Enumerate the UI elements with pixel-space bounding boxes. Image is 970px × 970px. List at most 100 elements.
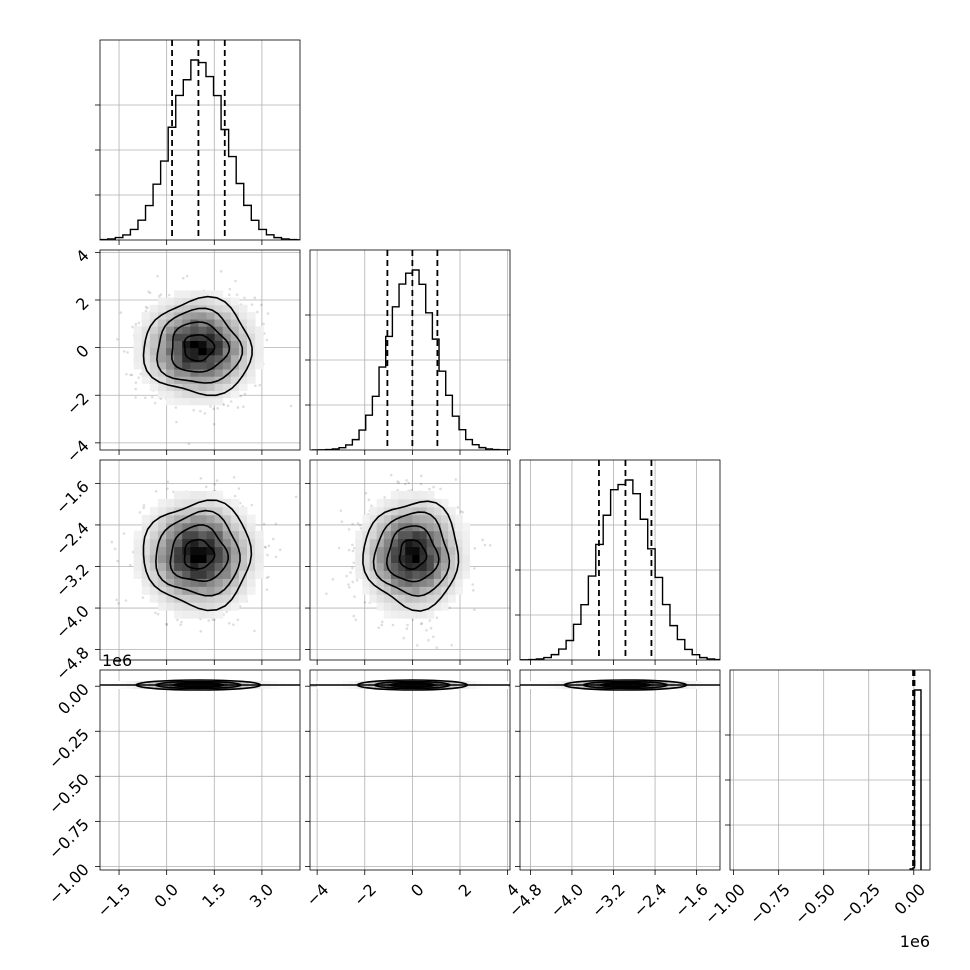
- density-cell: [238, 311, 248, 320]
- density-cell: [157, 498, 167, 508]
- density-cell: [440, 570, 449, 579]
- density-cell: [222, 498, 232, 508]
- density-cell: [433, 546, 442, 556]
- scatter-point: [134, 381, 138, 384]
- density-cell: [198, 340, 208, 349]
- density-cell: [238, 383, 248, 391]
- density-cell: [230, 383, 240, 391]
- scatter-point: [260, 303, 263, 307]
- density-cell: [198, 586, 208, 595]
- scatter-point: [165, 623, 169, 627]
- plot-area: [909, 670, 922, 870]
- scatter-point: [215, 479, 219, 482]
- scatter-point: [180, 620, 183, 624]
- contour-3: [362, 500, 460, 612]
- x-offset-label: 1e6: [900, 932, 930, 951]
- density-cell: [174, 562, 183, 571]
- density-cell: [455, 578, 463, 587]
- density-cell: [198, 290, 208, 299]
- density-cell: [376, 514, 385, 524]
- density-cell: [214, 347, 224, 356]
- density-cell: [426, 530, 435, 540]
- contour-1: [170, 321, 231, 373]
- density-cell: [174, 610, 183, 619]
- x-tick-label: −1.5: [93, 880, 134, 921]
- density-cell: [440, 562, 449, 571]
- density-cell: [398, 522, 406, 532]
- density-cell: [462, 570, 471, 579]
- x-tick-label: −4.0: [546, 880, 587, 921]
- density-cell: [405, 570, 413, 579]
- density-cell: [182, 554, 191, 563]
- density-cell: [383, 602, 392, 611]
- density-cell: [455, 586, 463, 595]
- scatter-point: [429, 626, 433, 630]
- scatter-point: [331, 578, 335, 581]
- density-cell: [182, 522, 191, 532]
- density-cell: [405, 490, 413, 500]
- density-cell: [419, 570, 428, 579]
- density-cell: [198, 538, 208, 548]
- panel-3-0: −1.5 0.0 1.5 3.0 −1.00−0.75−0.50−0.25 0.00: [45, 669, 301, 921]
- scatter-point: [405, 627, 409, 631]
- density-cell: [206, 498, 216, 508]
- density-cell: [190, 506, 199, 516]
- density-cell: [448, 514, 456, 524]
- density-cell: [206, 490, 216, 500]
- density-cell: [376, 538, 385, 548]
- density-cell: [419, 530, 428, 540]
- scatter-point: [116, 337, 119, 341]
- density-cell: [214, 602, 224, 611]
- density-cell: [246, 538, 256, 548]
- density-cell: [198, 361, 208, 370]
- density-cell: [206, 562, 216, 571]
- density-cell: [190, 297, 199, 306]
- scatter-point: [289, 404, 293, 408]
- density-cell: [133, 546, 143, 556]
- y-tick-label: 4: [72, 246, 93, 267]
- density-cell: [230, 522, 240, 532]
- x-tick: −0.50: [791, 870, 839, 928]
- density-cell: [448, 554, 456, 563]
- scatter-point: [146, 306, 149, 310]
- density-cell: [419, 594, 428, 603]
- scatter-point: [263, 332, 266, 335]
- density-cell: [255, 562, 264, 571]
- density-cell: [419, 562, 428, 571]
- gridlines: [100, 40, 300, 240]
- density-cell: [198, 397, 208, 406]
- density-cell: [376, 594, 385, 603]
- density-cell: [149, 506, 159, 516]
- density-cell: [214, 361, 224, 370]
- density-cell: [149, 514, 159, 524]
- density-cell: [182, 490, 191, 500]
- density-cell: [174, 326, 183, 334]
- density-cell: [390, 562, 399, 571]
- density-cell: [440, 522, 449, 532]
- density-cell: [426, 562, 435, 571]
- density-cell: [149, 304, 159, 313]
- density-cell: [182, 361, 191, 370]
- scatter-point: [113, 547, 117, 551]
- density-cell: [133, 530, 143, 540]
- density-cell: [149, 570, 159, 579]
- density-cell: [190, 290, 199, 299]
- density-cell: [214, 554, 224, 563]
- plot-area: [311, 250, 510, 450]
- density-cell: [198, 602, 208, 611]
- scatter-point: [425, 628, 428, 632]
- density-cell: [182, 297, 191, 306]
- density-cell: [166, 369, 175, 377]
- plot-area: [310, 679, 510, 691]
- density-cell: [198, 554, 208, 563]
- contour-2: [156, 307, 244, 384]
- density-cell: [230, 319, 240, 327]
- density-cell: [157, 594, 167, 603]
- density-cell: [448, 570, 456, 579]
- scatter-point: [435, 616, 439, 619]
- density-cell: [230, 369, 240, 377]
- density-cell: [255, 538, 264, 548]
- density-cell: [230, 347, 240, 356]
- y-tick-label: −1.6: [52, 477, 93, 518]
- panel-frame: [519, 459, 721, 661]
